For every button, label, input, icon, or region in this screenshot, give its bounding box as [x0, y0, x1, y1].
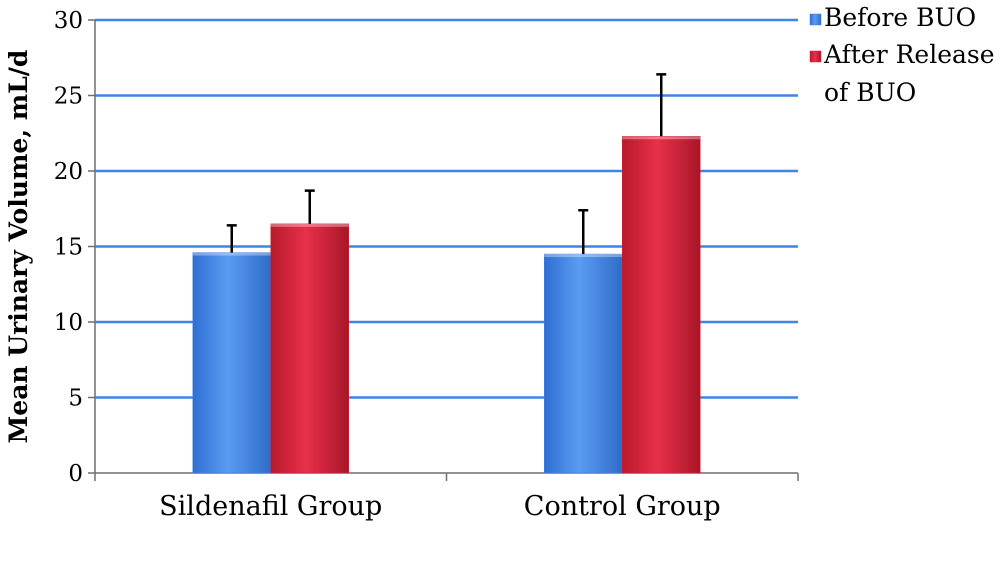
bar-highlight — [270, 223, 349, 227]
bar-highlight — [192, 252, 271, 256]
legend: Before BUO After Release of BUO — [809, 3, 995, 107]
bar-highlight — [622, 136, 701, 140]
legend-label: Before BUO — [824, 3, 976, 32]
y-axis-title: Mean Urinary Volume, mL/d — [4, 50, 33, 444]
x-category-label: Control Group — [524, 491, 721, 522]
x-category-label: Sildenafil Group — [159, 491, 382, 522]
legend-label: of BUO — [824, 78, 916, 107]
legend-swatch-before — [809, 13, 822, 26]
bar-after-sildenafil — [270, 223, 349, 474]
bars — [192, 136, 701, 474]
y-tick-label: 5 — [68, 386, 83, 412]
y-tick-label: 20 — [54, 159, 83, 185]
labels: 0 5 10 15 20 25 30 Sildenafil Group Control Grou… — [4, 8, 721, 522]
y-tick-label: 15 — [54, 235, 83, 261]
y-tick-label: 0 — [68, 461, 83, 487]
bar-before-sildenafil — [192, 252, 271, 474]
error-bars — [226, 73, 667, 255]
bar-after-control — [622, 136, 701, 474]
y-tick-label: 30 — [54, 8, 83, 34]
y-tick-label: 25 — [54, 84, 83, 110]
legend-label: After Release — [823, 40, 995, 69]
bar-highlight — [544, 254, 623, 258]
y-tick-label: 10 — [54, 310, 83, 336]
bar-before-control — [544, 253, 623, 474]
legend-swatch-after — [809, 50, 822, 63]
